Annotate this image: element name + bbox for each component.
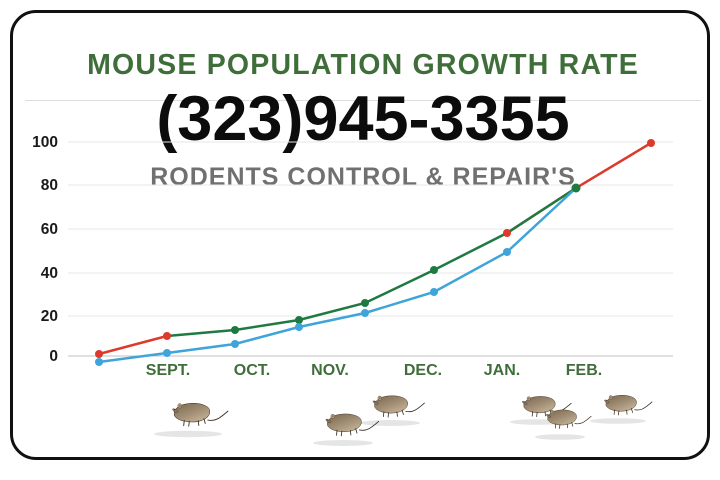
svg-text:DEC.: DEC.	[404, 362, 442, 379]
svg-text:FEB.: FEB.	[566, 362, 602, 379]
svg-text:OCT.: OCT.	[234, 362, 270, 379]
svg-text:JAN.: JAN.	[484, 362, 520, 379]
svg-text:100: 100	[32, 134, 58, 151]
svg-text:0: 0	[49, 348, 58, 365]
svg-text:SEPT.: SEPT.	[146, 362, 190, 379]
svg-text:NOV.: NOV.	[311, 362, 349, 379]
svg-text:20: 20	[41, 308, 58, 325]
svg-text:40: 40	[41, 265, 58, 282]
svg-text:80: 80	[41, 177, 58, 194]
svg-text:60: 60	[41, 221, 58, 238]
